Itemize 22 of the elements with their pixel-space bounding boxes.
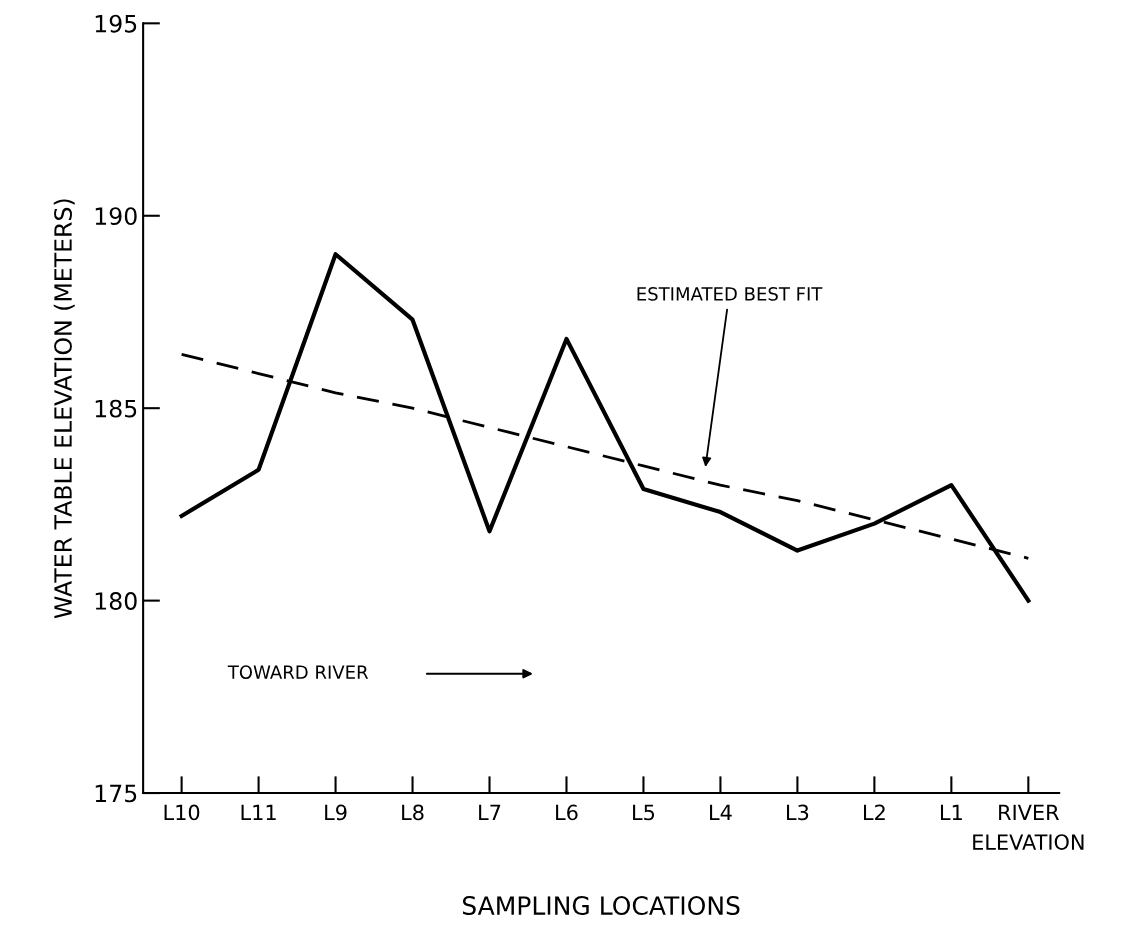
y-tick-label: 195 <box>95 14 137 33</box>
annotation: TOWARD RIVER <box>227 665 369 679</box>
x-tick-label: L7 <box>479 804 501 820</box>
y-tick-label: 190 <box>95 207 137 226</box>
x-tick-label: RIVER ELEVATION <box>973 804 1084 850</box>
x-axis-title: SAMPLING LOCATIONS <box>462 896 740 915</box>
line-series <box>179 252 1031 603</box>
annotation: ESTIMATED BEST FIT <box>637 287 823 301</box>
x-tick-label: L10 <box>164 804 200 821</box>
x-tick-label: L4 <box>710 804 732 820</box>
x-tick-label: L6 <box>556 804 578 821</box>
y-tick-label: 175 <box>95 784 137 803</box>
y-tick-label: 180 <box>95 592 137 610</box>
x-tick-label: L3 <box>787 804 809 821</box>
x-tick-label: L11 <box>241 804 276 820</box>
y-axis-title: WATER TABLE ELEVATION (METERS) <box>53 199 75 619</box>
x-tick-label: L5 <box>633 804 655 821</box>
x-tick-label: L8 <box>402 804 424 821</box>
x-tick-label: L1 <box>940 804 962 820</box>
x-tick-label: L9 <box>325 804 347 821</box>
x-tick-label: L2 <box>864 804 885 820</box>
y-tick-label: 185 <box>95 399 137 418</box>
